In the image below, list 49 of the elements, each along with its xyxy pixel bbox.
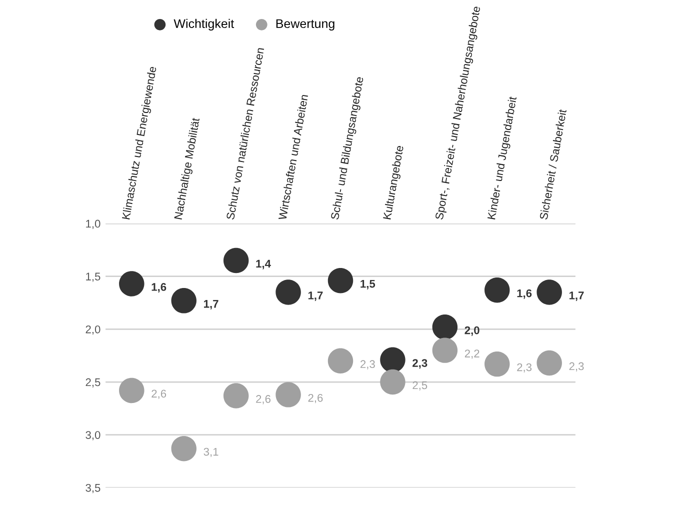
data-label: 2,0 (464, 326, 480, 336)
data-label: 2,2 (464, 350, 480, 359)
point (223, 383, 249, 408)
data-label: 1,6 (517, 289, 532, 299)
point (119, 271, 144, 296)
point (171, 436, 196, 462)
point (484, 277, 510, 303)
data-label: 1,6 (152, 283, 166, 293)
point (432, 338, 458, 363)
data-label: 2,5 (412, 381, 428, 390)
data-label: 1,7 (308, 292, 323, 301)
data-label: 2,3 (360, 360, 375, 370)
point (328, 348, 354, 374)
x-tick-label: Nachhaltige Mobilität (174, 117, 202, 220)
data-label: 2,3 (569, 362, 584, 372)
legend-label: Wichtigkeit (174, 18, 234, 31)
data-label: 1,7 (204, 300, 218, 310)
point (432, 314, 458, 340)
point (119, 378, 144, 404)
x-tick-label: Schutz von natürlichen Ressourcen (226, 48, 264, 220)
point (536, 280, 562, 305)
point (328, 268, 354, 294)
data-label: 2,6 (152, 390, 166, 399)
data-label: 1,4 (256, 260, 271, 270)
point (276, 382, 301, 408)
data-label: 2,6 (308, 394, 323, 404)
y-tick-label: 3,5 (86, 484, 100, 494)
data-label: 2,3 (517, 363, 532, 373)
data-label: 3,1 (204, 448, 218, 458)
data-label: 2,6 (256, 395, 270, 404)
x-tick-label: Kinder- und Jugendarbeit (487, 96, 519, 220)
point (171, 288, 196, 314)
data-label: 1,5 (360, 280, 376, 290)
y-tick-label: 3,0 (86, 431, 100, 440)
point (380, 347, 406, 372)
point (223, 248, 249, 274)
point (536, 350, 562, 376)
y-tick-label: 2,5 (86, 378, 100, 388)
legend-label: Bewertung (276, 19, 334, 31)
point (484, 351, 510, 377)
point (276, 280, 301, 305)
y-tick-label: 2,0 (86, 325, 100, 335)
data-label: 2,3 (412, 359, 428, 369)
x-tick-label: Wirtschaften und Arbeiten (278, 94, 308, 220)
x-tick-label: Sicherheit / Sauberkeit (539, 108, 567, 220)
y-tick-label: 1,5 (86, 272, 100, 282)
y-tick-label: 1,0 (86, 220, 100, 229)
point (380, 369, 406, 395)
data-label: 1,7 (569, 292, 584, 301)
